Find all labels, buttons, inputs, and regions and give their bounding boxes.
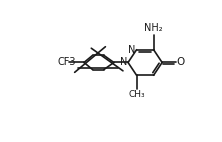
Text: N: N	[129, 45, 136, 55]
Text: O: O	[177, 58, 185, 67]
Text: CH₃: CH₃	[128, 90, 145, 99]
Text: N: N	[120, 58, 127, 67]
Text: NH₂: NH₂	[144, 23, 163, 33]
Text: CF3: CF3	[57, 58, 75, 67]
